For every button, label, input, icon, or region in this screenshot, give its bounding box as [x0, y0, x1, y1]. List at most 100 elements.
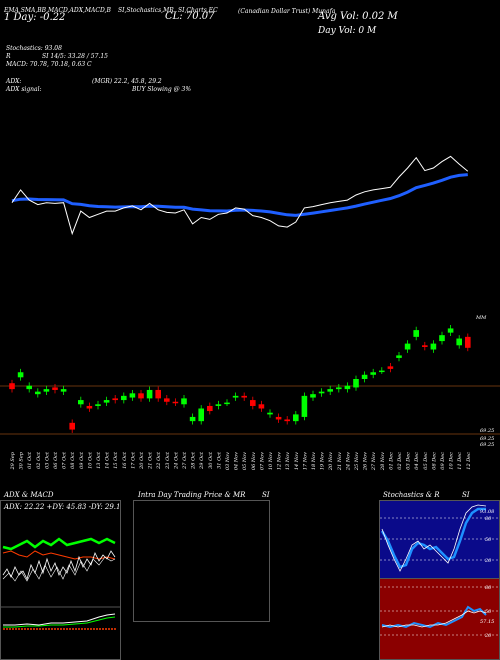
- macd-readout: MACD: 70.78, 70.18, 0.63 C: [6, 61, 92, 68]
- day-volume: Day Vol: 0 M: [318, 26, 377, 36]
- date-tick-label: 28 Oct: [191, 451, 197, 470]
- intraday-panel-suffix: SI: [262, 491, 270, 499]
- candle: [241, 395, 247, 398]
- candle: [413, 330, 419, 337]
- adx-label: ADX:: [6, 78, 22, 85]
- date-tick-label: 23 Oct: [165, 451, 171, 470]
- date-tick-label: 18 Nov: [311, 452, 317, 470]
- candle: [430, 343, 437, 350]
- candle: [43, 389, 50, 392]
- candle: [318, 391, 325, 394]
- stochastics-readout: Stochastics: 93.08: [6, 45, 62, 52]
- si-level-20: 20: [484, 633, 492, 639]
- adx-values: (MGR) 22.2, 45.8, 29.2: [92, 78, 162, 85]
- date-tick-label: 05 Nov: [242, 452, 248, 470]
- date-tick-label: 10 Dec: [449, 452, 455, 470]
- date-tick-label: 29 Sep: [10, 451, 16, 470]
- date-tick-label: 26 Nov: [363, 452, 369, 471]
- date-tick-label: 22 Oct: [156, 451, 162, 470]
- price-line: [11, 155, 469, 236]
- indicator-list: EMA,SMA,BB,MACD,ADX,MACD,B: [4, 7, 111, 14]
- indicator-list-2: SI,Stochastics,MR: [118, 7, 174, 14]
- si-level-50: 50: [485, 609, 492, 615]
- date-tick-label: 10 Nov: [268, 452, 274, 470]
- candle: [396, 355, 402, 358]
- date-tick-label: 06 Nov: [251, 452, 257, 470]
- date-tick-label: 06 Oct: [53, 451, 59, 469]
- candle: [439, 335, 445, 342]
- si-value: 57.15: [480, 619, 494, 625]
- candle: [456, 338, 462, 346]
- adx-panel: ADX: 22.22 +DY: 45.83 -DY: 29.17: [0, 500, 121, 660]
- candle: [379, 370, 385, 373]
- date-tick-label: 24 Oct: [173, 451, 179, 470]
- stoch-level-50: 50: [485, 537, 492, 543]
- price-axis-label-3: 69.25: [480, 442, 494, 448]
- date-tick-label: 07 Oct: [62, 451, 68, 469]
- candle: [35, 391, 41, 395]
- candle: [9, 383, 15, 390]
- date-tick-label: 07 Nov: [259, 452, 265, 470]
- candle: [95, 404, 101, 406]
- candle: [447, 328, 454, 333]
- date-tick-label: 16 Oct: [122, 451, 128, 469]
- date-tick-label: 27 Oct: [182, 451, 188, 470]
- close-label: CL: 70.07: [165, 11, 215, 22]
- adx-readout: ADX: 22.22 +DY: 45.83 -DY: 29.17: [3, 503, 120, 511]
- intraday-panel: [133, 500, 270, 622]
- day-change: 1 Day: -0.22: [4, 12, 66, 23]
- candle: [293, 414, 299, 422]
- candle: [121, 395, 127, 401]
- r-label: R: [6, 53, 11, 60]
- date-tick-label: 15 Oct: [113, 451, 119, 469]
- mm-label: MM: [475, 315, 487, 321]
- candle: [465, 336, 471, 348]
- stoch-value: 93.08: [480, 509, 494, 515]
- candle: [17, 372, 24, 378]
- candle: [181, 398, 187, 405]
- stochastics-panel: 80 50 20 93.08: [379, 500, 500, 579]
- date-tick-label: 20 Nov: [328, 452, 334, 471]
- date-tick-label: 21 Oct: [148, 451, 154, 470]
- adx-panel-title: ADX & MACD: [4, 491, 54, 499]
- date-tick-label: 13 Nov: [285, 452, 291, 470]
- date-tick-label: 10 Oct: [87, 451, 93, 469]
- candle: [232, 395, 239, 398]
- si-readout: SI 14/5: 33.28 / 57.15: [42, 53, 108, 60]
- date-axis: 29 Sep 30 Sep 01 Oct 02 Oct 03 Oct 06 Oct 07 O…: [10, 451, 472, 471]
- candle: [336, 387, 342, 390]
- candle: [344, 385, 351, 390]
- candle: [387, 366, 394, 369]
- candle: [103, 400, 110, 403]
- stoch-panel-suffix: SI: [462, 491, 470, 499]
- date-tick-label: 03 Oct: [44, 451, 50, 469]
- date-tick-label: 02 Dec: [397, 452, 403, 470]
- candle: [146, 389, 153, 399]
- candle: [129, 393, 136, 398]
- date-tick-label: 30 Oct: [208, 451, 214, 469]
- candle: [267, 412, 273, 415]
- candle: [60, 389, 67, 392]
- date-tick-label: 14 Nov: [294, 452, 300, 470]
- candle: [370, 372, 376, 375]
- candle: [361, 374, 368, 379]
- company-name: (Canadian Dollar Trust) Munafa: [238, 8, 336, 15]
- date-tick-label: 17 Nov: [302, 452, 308, 470]
- candle: [78, 400, 84, 405]
- candle: [224, 402, 230, 405]
- date-tick-label: 09 Dec: [440, 452, 446, 470]
- stoch-level-20: 20: [484, 558, 492, 564]
- price-chart: MM 29 Sep 30 Sep 01 Oct 02 Oct 03 Oct 06 Oct 0…: [0, 155, 500, 471]
- candle: [189, 416, 196, 422]
- date-tick-label: 21 Nov: [337, 452, 343, 471]
- si-panel: 80 50 20 57.15: [379, 578, 500, 660]
- price-axis-label-1: 69.25: [480, 428, 494, 434]
- date-tick-label: 25 Nov: [354, 452, 360, 471]
- date-tick-label: 03 Nov: [225, 452, 231, 470]
- candle: [26, 385, 32, 390]
- candle: [215, 404, 222, 406]
- stoch-panel-title: Stochastics & R: [383, 491, 440, 499]
- candle: [250, 400, 256, 406]
- date-tick-label: 08 Dec: [431, 452, 437, 470]
- candle: [198, 408, 204, 422]
